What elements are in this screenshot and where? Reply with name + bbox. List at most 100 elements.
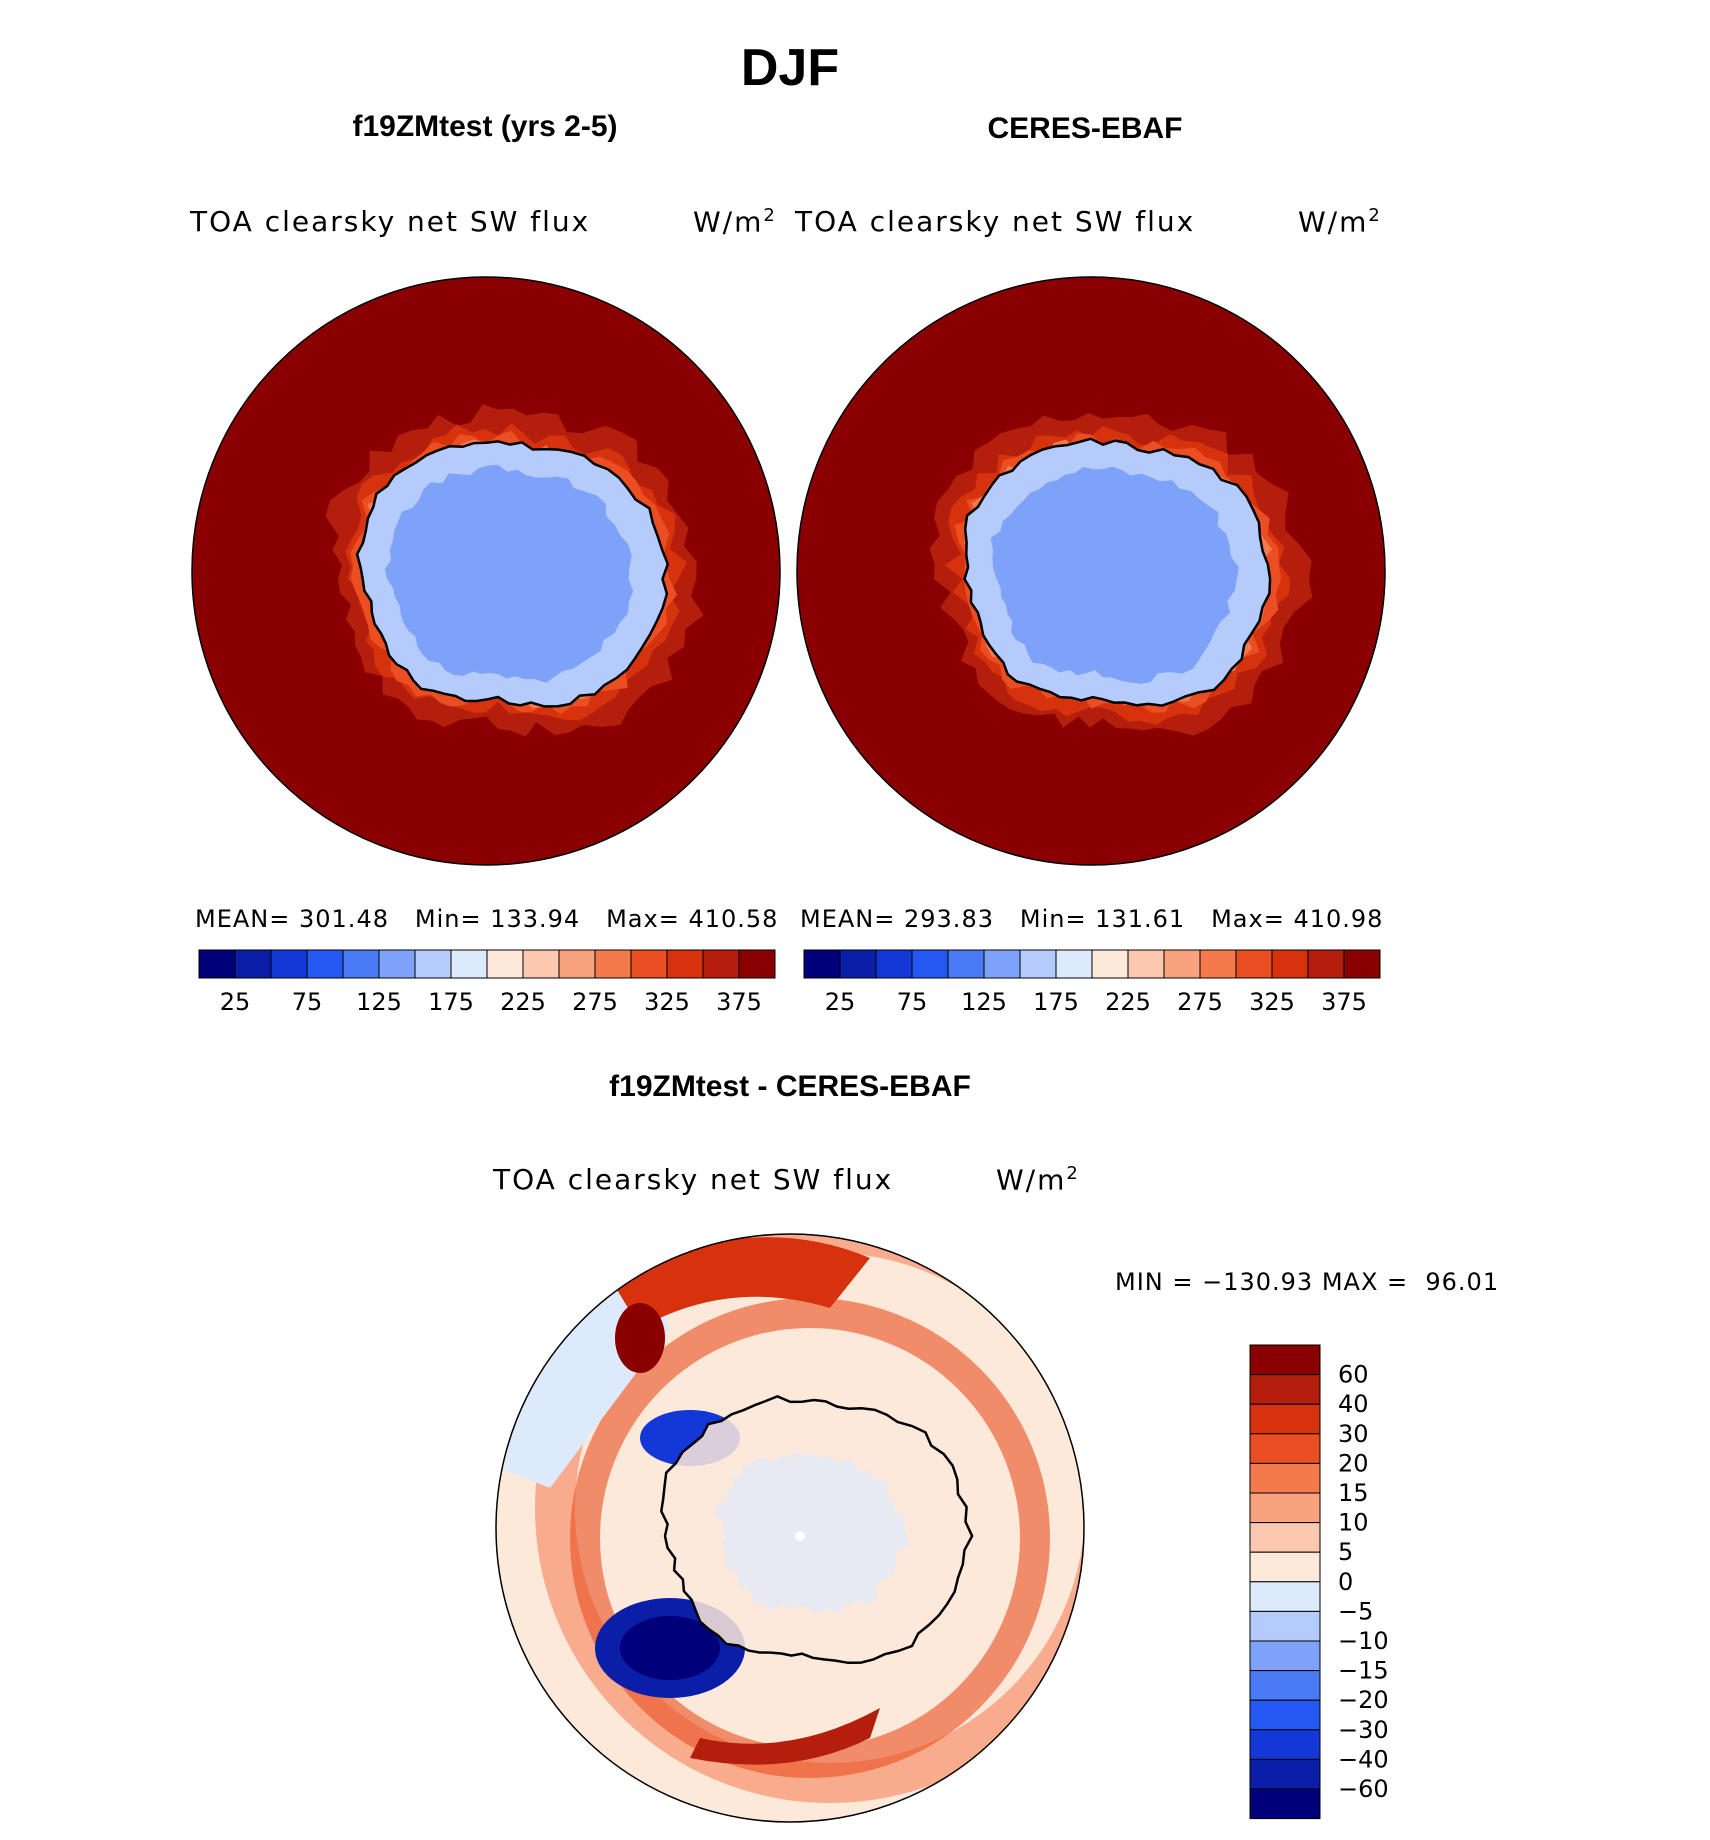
stat-min: 131.61 [1095,905,1186,933]
units-text: W/m [693,205,764,239]
variable-label-diff: TOA clearsky net SW flux [493,1163,894,1196]
minmax-diff: MIN = −130.93 MAX = 96.01 [1115,1268,1500,1296]
units-label-obs: W/m2 [1298,205,1382,238]
colorbar-tick-label: 125 [961,988,1007,1016]
colorbar-segment [1019,949,1057,979]
colorbar-tick-label: 275 [1177,988,1223,1016]
antarctica-coastline [355,440,670,708]
colorbar-segment [378,949,416,979]
map-outlines [191,276,1386,1823]
colorbar-tick-label: 25 [825,988,856,1016]
diff-ring-outer [535,1234,1084,1803]
colorbar-segment [1249,1640,1321,1672]
colorbar-segment [594,949,632,979]
colorbar-tick-label: 75 [292,988,323,1016]
colorbar-tick-label: 20 [1338,1449,1369,1477]
colorbar-segment [1249,1433,1321,1464]
colorbar-segment [306,949,344,979]
colorbar-segment [1249,1344,1321,1376]
colorbar-segment [1249,1670,1321,1701]
ice-sheet-interior [384,464,634,683]
colorbar-tick-label: 0 [1338,1568,1353,1596]
colorbar-segment [1307,949,1345,979]
colorbar-segment [198,949,236,979]
colorbar-segment [839,949,877,979]
colorbar-tick-label: 10 [1338,1509,1369,1537]
colorbar-segment [1249,1788,1321,1820]
colorbar-tick-label: 75 [897,988,928,1016]
stat-min: 133.94 [490,905,581,933]
colorbar-segment [738,949,776,979]
colorbar-segment [1249,1462,1321,1494]
colorbar-tick-label: 325 [1249,988,1295,1016]
colorbar-segment [414,949,452,979]
colorbar-tick-label: 225 [500,988,546,1016]
colorbar-segment [702,949,740,979]
colorbar-tick-label: 275 [572,988,618,1016]
colorbar-segment [1249,1758,1321,1790]
units-label-model: W/m2 [693,205,777,238]
colorbar-segment [234,949,272,979]
colorbar-segment [1163,949,1201,979]
stat-mean: 293.83 [904,905,994,933]
colorbar-segment [270,949,308,979]
colorbar-segment [630,949,668,979]
stat-mean-label: MEAN= [195,905,291,933]
colorbar-segment [1249,1522,1321,1553]
units-exponent: 2 [1066,1163,1080,1184]
map-obs [797,277,1385,865]
colorbar-segment [947,949,985,979]
colorbar-segment [342,949,380,979]
diff-min-region [620,1616,720,1680]
stat-mean: 301.48 [299,905,389,933]
colorbar-tick-label: −10 [1338,1627,1389,1655]
diff-max-spot [615,1303,665,1373]
colorbar-tick-label: −60 [1338,1775,1389,1803]
colorbar-tick-label: 60 [1338,1361,1369,1389]
colorbar-tick-label: 175 [428,988,474,1016]
units-exponent: 2 [1368,205,1382,226]
colorbar-tick-label: 30 [1338,1420,1369,1448]
map-boundary [796,276,1386,866]
colorbar-segment [522,949,560,979]
colorbar-segment [1249,1581,1321,1612]
map-boundary [495,1233,1085,1823]
pole-point [795,1531,805,1541]
map-diff [496,1234,1084,1822]
stat-mean-label: MEAN= [800,905,896,933]
stat-max-label: Max= [1211,905,1285,933]
colorbar-tick-label: −15 [1338,1657,1389,1685]
colorbar-segment [486,949,524,979]
stat-min-label: Min= [414,905,482,933]
colorbar-obs: 25 75 125 175 225 275 325 375 [803,949,1381,1016]
colorbar-segment [1249,1729,1321,1760]
stat-max: 410.98 [1293,905,1384,933]
units-text: W/m [1298,205,1369,239]
colorbar-tick-label: 375 [716,988,762,1016]
variable-label-obs: TOA clearsky net SW flux [795,205,1196,238]
antarctica-coastline [660,1395,974,1665]
stat-max-label: Max= [606,905,680,933]
colorbar-segment [911,949,949,979]
colorbar-tick-label: 175 [1033,988,1079,1016]
diff-positive-north [610,1237,870,1328]
colorbar-segment [1249,1610,1321,1642]
colorbar-segment [1249,1403,1321,1435]
page-title: DJF [740,39,840,97]
stats-obs: MEAN= 293.83 Min= 131.61 Max= 410.98 [800,905,1383,933]
colorbar-segment [1249,1551,1321,1583]
colorbar-tick-label: 325 [644,988,690,1016]
colorbar-segment [875,949,913,979]
colorbar-tick-label: 225 [1105,988,1151,1016]
colorbar-segment [1249,1699,1321,1731]
colorbar-tick-label: 5 [1338,1538,1353,1566]
diff-ice-interior [715,1452,909,1615]
stats-model: MEAN= 301.48 Min= 133.94 Max= 410.58 [195,905,778,933]
colorbar-segment [1055,949,1093,979]
colorbar-tick-label: −40 [1338,1745,1389,1773]
colorbar-segment [1249,1492,1321,1524]
colorbar-segment [1127,949,1165,979]
colorbar-segment [1091,949,1129,979]
